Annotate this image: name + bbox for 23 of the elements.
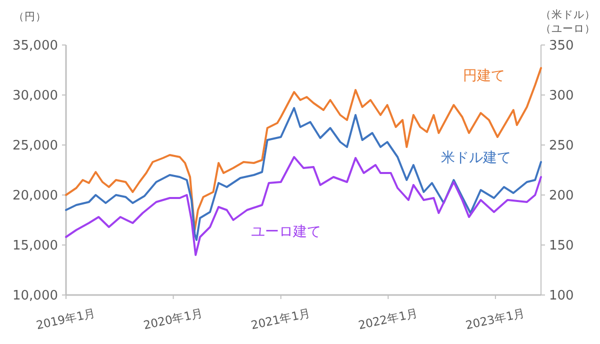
y-tick-label: 10,000 [12,288,58,304]
y-tick-label: 30,000 [12,88,58,104]
line-series [65,107,542,241]
y-tick-label: 20,000 [12,188,58,204]
y2-tick-label: 300 [549,88,574,104]
y2-axis-title: （米ドル）（ユーロ） [540,8,596,35]
y-axis-title: （円） [14,11,46,23]
y2-tick-label: 200 [549,188,574,204]
y2-tick-label: 350 [549,38,574,54]
series-label: ユーロ建て [251,224,321,240]
y2-tick-label: 250 [549,138,574,154]
y2-tick-label: 100 [549,288,574,304]
y-tick-label: 35,000 [12,38,58,54]
series-label: 米ドル建て [441,150,511,166]
series-label: 円建て [463,68,505,84]
x-tick-label: 2022年1月 [357,306,420,332]
x-tick-label: 2020年1月 [142,306,204,332]
y2-tick-label: 150 [549,238,574,254]
x-tick-label: 2023年1月 [464,306,527,332]
x-tick-label: 2021年1月 [250,306,312,332]
y-tick-label: 15,000 [12,238,58,254]
x-tick-label: 2019年1月 [34,306,98,332]
y-tick-label: 25,000 [12,138,58,154]
